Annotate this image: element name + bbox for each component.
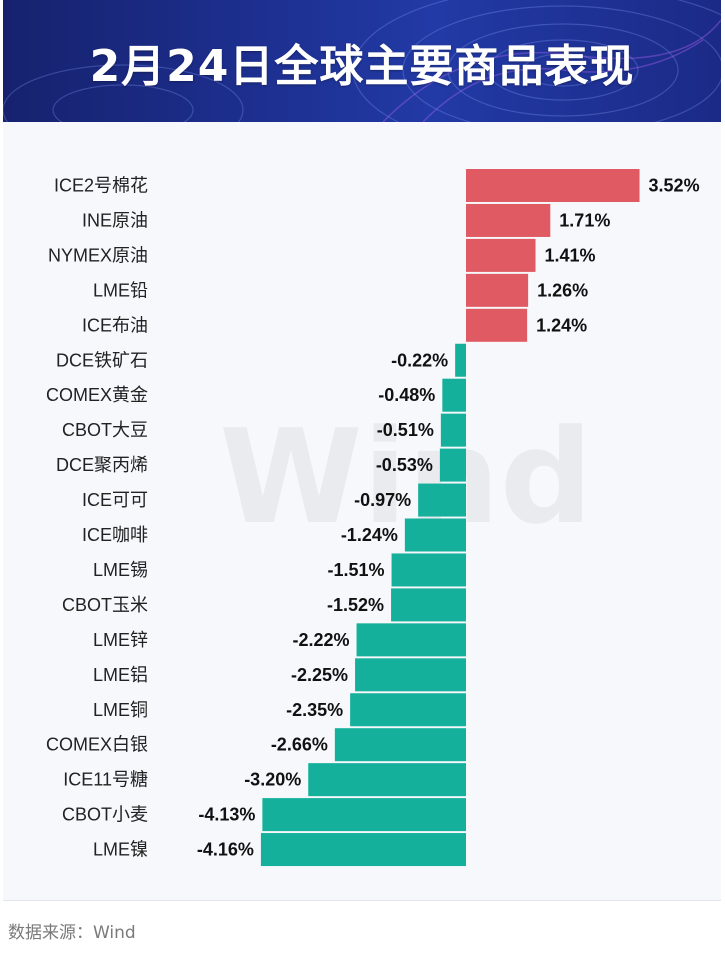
category-label: LME镍	[93, 840, 148, 860]
chart-panel: Wind ICE2号棉花 3.52% INE原油 1.71% NYMEX原油 1.41% L…	[3, 122, 721, 901]
category-label: LME铅	[93, 280, 148, 300]
category-label: LME锡	[93, 560, 148, 580]
category-label: LME锌	[93, 630, 148, 650]
bar-7	[442, 378, 466, 412]
bar-19	[262, 798, 466, 832]
bar-20	[260, 833, 466, 867]
value-label: -0.48%	[378, 385, 435, 405]
category-label: ICE2号棉花	[54, 176, 148, 196]
bar-9	[439, 448, 466, 482]
bar-17	[334, 728, 466, 762]
chart-title: 2月24日全球主要商品表现	[89, 41, 635, 92]
value-label: -0.97%	[354, 490, 411, 510]
bar-3	[466, 238, 536, 272]
value-label: -2.66%	[271, 735, 328, 755]
category-label: INE原油	[82, 210, 148, 230]
category-label: LME铜	[93, 700, 148, 720]
value-label: -0.51%	[377, 420, 434, 440]
value-label: -0.53%	[376, 455, 433, 475]
category-label: DCE铁矿石	[56, 350, 148, 370]
value-label: 1.24%	[536, 315, 587, 335]
bar-4	[466, 273, 529, 307]
bar-6	[455, 343, 466, 377]
bar-1	[466, 169, 640, 202]
value-label: -3.20%	[244, 770, 301, 790]
title-banner: 2月24日全球主要商品表现	[3, 0, 721, 122]
value-label: 1.26%	[537, 280, 588, 300]
category-label: COMEX黄金	[46, 385, 148, 405]
contour-decoration	[3, 0, 721, 122]
bar-2	[466, 203, 551, 237]
bar-16	[350, 693, 466, 727]
category-label: ICE11号糖	[63, 770, 148, 790]
bar-11	[404, 518, 466, 552]
category-label: CBOT小麦	[62, 805, 148, 825]
category-label: ICE可可	[82, 490, 148, 510]
category-label: DCE聚丙烯	[56, 455, 148, 475]
value-label: -0.22%	[391, 350, 448, 370]
value-label: -1.51%	[328, 560, 385, 580]
value-label: -4.13%	[198, 805, 255, 825]
value-label: -2.25%	[291, 665, 348, 685]
category-label: LME铝	[93, 665, 148, 685]
bar-5	[466, 308, 528, 342]
value-label: 3.52%	[649, 176, 700, 196]
category-label: ICE咖啡	[82, 525, 148, 545]
value-label: -2.22%	[293, 630, 350, 650]
value-label: 1.71%	[559, 210, 610, 230]
bar-15	[355, 658, 466, 692]
bar-8	[440, 413, 466, 447]
bar-12	[391, 553, 466, 587]
bar-14	[356, 623, 466, 657]
value-label: -2.35%	[286, 700, 343, 720]
category-label: COMEX白银	[46, 735, 148, 755]
data-source-note: 数据来源：Wind	[8, 923, 136, 943]
value-label: 1.41%	[545, 245, 596, 265]
category-label: CBOT大豆	[62, 420, 148, 440]
value-label: -1.24%	[341, 525, 398, 545]
value-label: -1.52%	[327, 595, 384, 615]
category-label: ICE布油	[82, 315, 148, 335]
bar-13	[391, 588, 466, 622]
bar-10	[418, 483, 466, 517]
bar-18	[308, 763, 466, 797]
bar-chart: Wind ICE2号棉花 3.52%INE原油 1.71%NYMEX原油 1.41%L…	[46, 169, 700, 867]
category-label: NYMEX原油	[48, 245, 148, 265]
value-label: -4.16%	[197, 840, 254, 860]
category-label: CBOT玉米	[62, 595, 148, 615]
